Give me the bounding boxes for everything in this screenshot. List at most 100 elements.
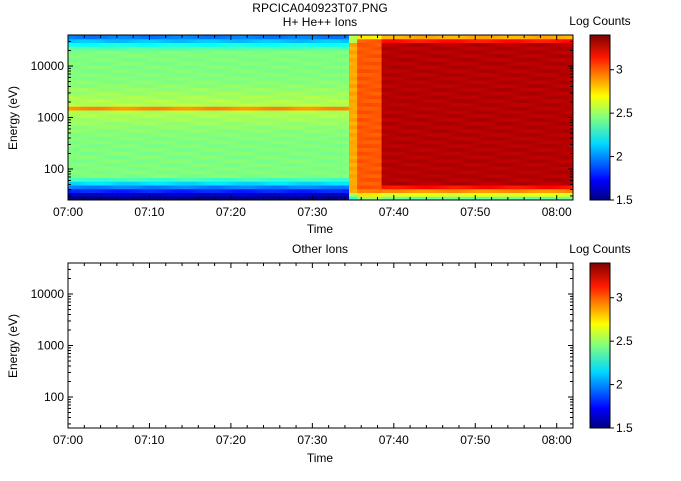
heatmap-cell xyxy=(479,121,484,126)
heatmap-cell xyxy=(406,192,411,197)
heatmap-cell xyxy=(369,177,374,182)
heatmap-cell xyxy=(149,125,155,130)
heatmap-cell xyxy=(218,61,224,66)
heatmap-cell xyxy=(247,35,252,40)
heatmap-cell xyxy=(76,158,81,163)
heatmap-cell xyxy=(271,151,277,156)
heatmap-cell xyxy=(422,188,427,193)
heatmap-cell xyxy=(357,192,362,197)
heatmap-cell xyxy=(283,132,289,137)
heatmap-cell xyxy=(454,98,460,103)
heatmap-cell xyxy=(487,185,493,190)
heatmap-cell xyxy=(426,158,431,163)
heatmap-cell xyxy=(340,91,346,96)
heatmap-cell xyxy=(491,181,497,186)
heatmap-cell xyxy=(271,196,277,201)
heatmap-cell xyxy=(198,173,203,178)
heatmap-cell xyxy=(141,155,146,160)
heatmap-cell xyxy=(511,155,517,160)
heatmap-cell xyxy=(471,72,476,77)
heatmap-cell xyxy=(495,53,501,58)
heatmap-cell xyxy=(145,42,150,47)
heatmap-cell xyxy=(491,113,497,118)
heatmap-cell xyxy=(320,38,326,43)
heatmap-cell xyxy=(320,53,326,58)
heatmap-cell xyxy=(336,50,342,55)
heatmap-cell xyxy=(230,155,236,160)
heatmap-cell xyxy=(104,65,110,70)
heatmap-cell xyxy=(365,136,370,141)
heatmap-cell xyxy=(287,106,293,111)
heatmap-cell xyxy=(463,95,468,100)
heatmap-cell xyxy=(300,72,305,77)
heatmap-cell xyxy=(96,50,102,55)
heatmap-cell xyxy=(503,136,509,141)
heatmap-cell xyxy=(515,196,521,201)
heatmap-cell xyxy=(471,113,476,118)
heatmap-cell xyxy=(210,83,216,88)
heatmap-cell xyxy=(218,181,224,186)
heatmap-cell xyxy=(230,117,236,122)
heatmap-cell xyxy=(511,128,517,133)
heatmap-cell xyxy=(88,177,93,182)
heatmap-cell xyxy=(137,128,142,133)
heatmap-cell xyxy=(222,158,228,163)
heatmap-cell xyxy=(141,72,146,77)
heatmap-cell xyxy=(267,87,273,92)
heatmap-cell xyxy=(194,136,199,141)
heatmap-cell xyxy=(458,80,464,85)
heatmap-cell xyxy=(153,162,159,167)
heatmap-cell xyxy=(108,38,114,43)
heatmap-cell xyxy=(222,173,228,178)
heatmap-cell xyxy=(287,181,293,186)
heatmap-cell xyxy=(450,72,456,77)
heatmap-cell xyxy=(397,72,403,77)
heatmap-cell xyxy=(524,35,529,40)
heatmap-cell xyxy=(287,162,293,167)
heatmap-cell xyxy=(234,83,240,88)
heatmap-cell xyxy=(279,177,285,182)
heatmap-cell xyxy=(161,155,167,160)
heatmap-cell xyxy=(100,132,106,137)
heatmap-cell xyxy=(247,80,252,85)
heatmap-cell xyxy=(153,140,159,145)
heatmap-cell xyxy=(194,125,199,130)
heatmap-cell xyxy=(454,53,460,58)
heatmap-cell xyxy=(234,185,240,190)
heatmap-cell xyxy=(344,192,350,197)
heatmap-cell xyxy=(291,170,297,175)
heatmap-cell xyxy=(410,76,415,81)
heatmap-cell xyxy=(296,98,301,103)
heatmap-cell xyxy=(336,91,342,96)
heatmap-cell xyxy=(161,181,167,186)
heatmap-cell xyxy=(410,72,415,77)
heatmap-cell xyxy=(145,162,150,167)
heatmap-cell xyxy=(361,110,366,115)
heatmap-cell xyxy=(112,38,118,43)
heatmap-cell xyxy=(397,143,403,148)
heatmap-cell xyxy=(385,147,391,152)
heatmap-cell xyxy=(349,158,354,163)
heatmap-cell xyxy=(104,192,110,197)
heatmap-cell xyxy=(116,110,122,115)
heatmap-cell xyxy=(88,143,93,148)
heatmap-cell xyxy=(454,42,460,47)
heatmap-cell xyxy=(202,128,207,133)
heatmap-cell xyxy=(133,72,138,77)
heatmap-cell xyxy=(381,35,387,40)
heatmap-cell xyxy=(365,155,370,160)
heatmap-cell xyxy=(190,42,195,47)
heatmap-cell xyxy=(475,125,480,130)
heatmap-cell xyxy=(528,162,533,167)
heatmap-cell xyxy=(267,38,273,43)
heatmap-cell xyxy=(434,125,440,130)
heatmap-cell xyxy=(141,61,146,66)
heatmap-cell xyxy=(524,53,529,58)
heatmap-cell xyxy=(198,128,203,133)
heatmap-cell xyxy=(528,128,533,133)
heatmap-cell xyxy=(438,38,444,43)
heatmap-cell xyxy=(125,95,130,100)
heatmap-cell xyxy=(72,121,77,126)
heatmap-cell xyxy=(332,113,338,118)
heatmap-cell xyxy=(332,155,338,160)
